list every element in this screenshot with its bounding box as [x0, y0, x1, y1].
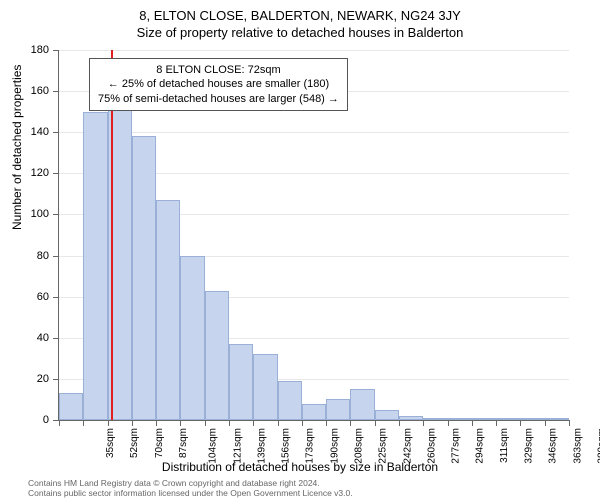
y-tick-label: 20 [37, 373, 49, 385]
x-tick-label: 208sqm [354, 428, 365, 464]
y-tick [53, 379, 59, 380]
y-axis-title: Number of detached properties [10, 65, 24, 230]
chart-plot-area: 8 ELTON CLOSE: 72sqm ← 25% of detached h… [58, 50, 569, 421]
histogram-bar [302, 404, 326, 420]
y-tick-label: 0 [43, 414, 49, 426]
y-tick [53, 256, 59, 257]
x-tick [375, 420, 376, 426]
y-tick-label: 100 [31, 208, 49, 220]
x-tick [108, 420, 109, 426]
x-tick-label: 190sqm [329, 428, 340, 464]
histogram-bar [83, 112, 107, 420]
x-tick-label: 35sqm [105, 428, 116, 458]
footer-line-2: Contains public sector information licen… [28, 488, 353, 498]
histogram-bar [229, 344, 253, 420]
y-tick [53, 91, 59, 92]
x-tick-label: 260sqm [426, 428, 437, 464]
grid-line [59, 132, 569, 133]
y-tick [53, 214, 59, 215]
footer-attribution: Contains HM Land Registry data © Crown c… [28, 478, 353, 498]
histogram-bar [520, 418, 544, 420]
annotation-line-2: ← 25% of detached houses are smaller (18… [98, 77, 339, 91]
x-tick [326, 420, 327, 426]
x-tick [520, 420, 521, 426]
x-tick-label: 52sqm [129, 428, 140, 458]
x-tick [83, 420, 84, 426]
histogram-bar [156, 200, 180, 420]
x-tick-label: 225sqm [378, 428, 389, 464]
footer-line-1: Contains HM Land Registry data © Crown c… [28, 478, 353, 488]
x-tick [350, 420, 351, 426]
x-tick [448, 420, 449, 426]
annotation-line-3: 75% of semi-detached houses are larger (… [98, 92, 339, 106]
x-tick-label: 277sqm [451, 428, 462, 464]
histogram-bar [59, 393, 83, 420]
chart-container: 8, ELTON CLOSE, BALDERTON, NEWARK, NG24 … [0, 0, 600, 500]
x-axis-title: Distribution of detached houses by size … [0, 460, 600, 474]
x-tick-label: 87sqm [178, 428, 189, 458]
histogram-bar [350, 389, 374, 420]
x-tick [229, 420, 230, 426]
x-tick [278, 420, 279, 426]
y-tick-label: 140 [31, 126, 49, 138]
x-tick-label: 173sqm [305, 428, 316, 464]
histogram-bar [472, 418, 496, 420]
histogram-bar [205, 291, 229, 421]
histogram-bar [399, 416, 423, 420]
x-tick [496, 420, 497, 426]
x-tick [132, 420, 133, 426]
x-tick-label: 294sqm [475, 428, 486, 464]
x-tick [59, 420, 60, 426]
x-tick-label: 104sqm [208, 428, 219, 464]
x-tick [472, 420, 473, 426]
x-tick-label: 380sqm [596, 428, 600, 464]
page-title: 8, ELTON CLOSE, BALDERTON, NEWARK, NG24 … [0, 0, 600, 23]
x-tick-label: 363sqm [572, 428, 583, 464]
x-tick-label: 139sqm [256, 428, 267, 464]
histogram-bar [545, 418, 569, 420]
histogram-bar [496, 418, 520, 420]
x-tick [569, 420, 570, 426]
y-tick-label: 80 [37, 250, 49, 262]
grid-line [59, 50, 569, 51]
x-tick-label: 346sqm [548, 428, 559, 464]
x-tick-label: 70sqm [154, 428, 165, 458]
y-tick [53, 50, 59, 51]
x-tick [205, 420, 206, 426]
x-tick [156, 420, 157, 426]
x-tick-label: 242sqm [402, 428, 413, 464]
y-tick-label: 180 [31, 44, 49, 56]
histogram-bar [423, 418, 447, 420]
y-tick [53, 297, 59, 298]
page-subtitle: Size of property relative to detached ho… [0, 23, 600, 40]
histogram-bar [253, 354, 277, 420]
y-tick [53, 173, 59, 174]
x-tick-label: 121sqm [232, 428, 243, 464]
histogram-bar [180, 256, 204, 420]
x-tick-label: 156sqm [281, 428, 292, 464]
x-tick [253, 420, 254, 426]
annotation-line-1: 8 ELTON CLOSE: 72sqm [98, 63, 339, 77]
annotation-box: 8 ELTON CLOSE: 72sqm ← 25% of detached h… [89, 58, 348, 111]
x-tick [545, 420, 546, 426]
y-tick-label: 120 [31, 167, 49, 179]
y-tick-label: 40 [37, 332, 49, 344]
y-tick [53, 338, 59, 339]
x-tick [399, 420, 400, 426]
y-tick-label: 160 [31, 85, 49, 97]
histogram-bar [448, 418, 472, 420]
x-tick [423, 420, 424, 426]
histogram-bar [132, 136, 156, 420]
histogram-bar [326, 399, 350, 420]
x-tick-label: 329sqm [524, 428, 535, 464]
x-tick [302, 420, 303, 426]
x-tick [180, 420, 181, 426]
y-tick [53, 132, 59, 133]
y-tick-label: 60 [37, 291, 49, 303]
histogram-bar [375, 410, 399, 420]
histogram-bar [278, 381, 302, 420]
x-tick-label: 311sqm [499, 428, 510, 463]
